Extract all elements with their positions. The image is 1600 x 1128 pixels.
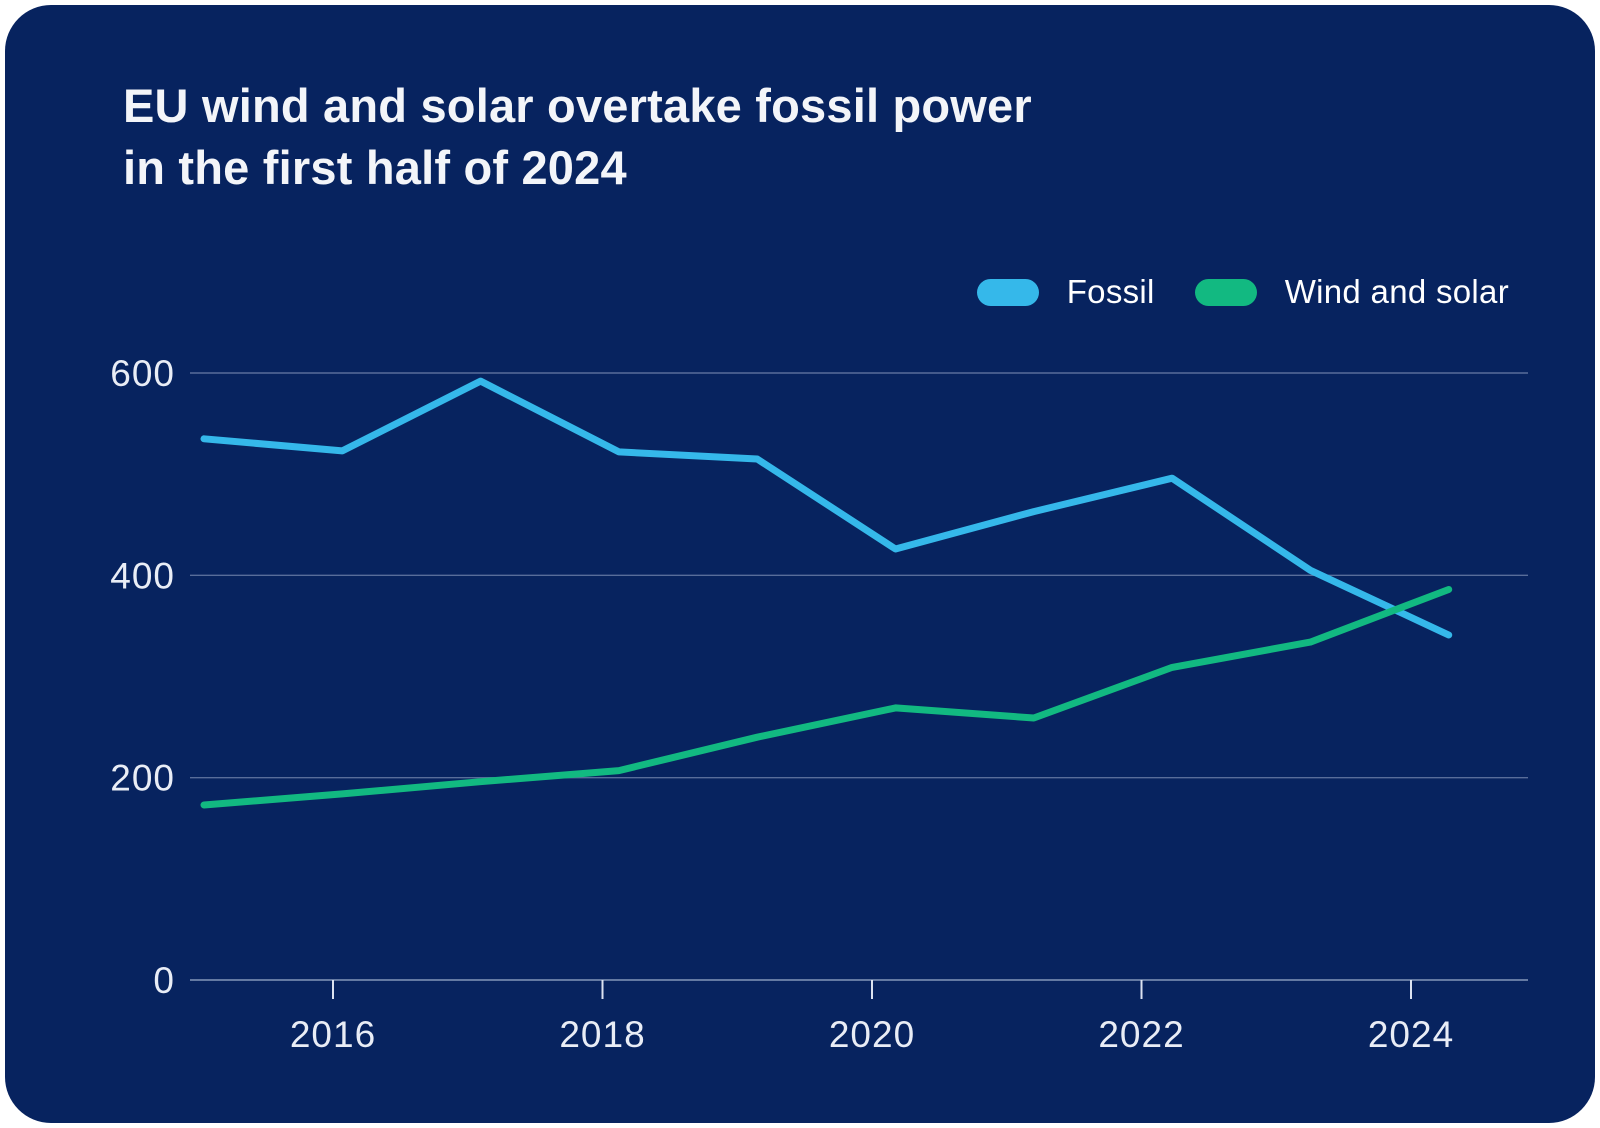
x-axis-label: 2016 xyxy=(290,1014,376,1055)
y-axis-label: 0 xyxy=(153,960,175,1001)
y-axis-label: 600 xyxy=(110,353,175,394)
legend-label-wind-and-solar: Wind and solar xyxy=(1284,273,1509,310)
chart-title-line-2: in the first half of 2024 xyxy=(123,141,627,194)
x-axis-label: 2018 xyxy=(559,1014,645,1055)
x-axis-label: 2024 xyxy=(1368,1014,1454,1055)
wind-and-solar-line xyxy=(200,586,1453,809)
chart-title: EU wind and solar overtake fossil power … xyxy=(123,75,1032,199)
y-axis-label: 400 xyxy=(110,555,175,596)
line-chart-plot: 0 200 400 600 2016 2018 2020 2022 2024 xyxy=(110,353,1528,1055)
x-axis-label: 2020 xyxy=(829,1014,915,1055)
legend-item-wind-and-solar: Wind and solar xyxy=(1194,273,1509,311)
chart-legend: Fossil Wind and solar xyxy=(976,273,1509,311)
chart-card: EU wind and solar overtake fossil power … xyxy=(5,5,1595,1123)
legend-label-fossil: Fossil xyxy=(1066,273,1155,310)
x-axis-label: 2022 xyxy=(1098,1014,1184,1055)
chart-title-line-1: EU wind and solar overtake fossil power xyxy=(123,79,1032,132)
legend-item-fossil: Fossil xyxy=(976,273,1155,311)
fossil-line xyxy=(200,377,1453,639)
fossil-swatch-icon xyxy=(976,278,1039,306)
y-axis-label: 200 xyxy=(110,758,175,799)
wind-and-solar-swatch-icon xyxy=(1194,278,1257,306)
